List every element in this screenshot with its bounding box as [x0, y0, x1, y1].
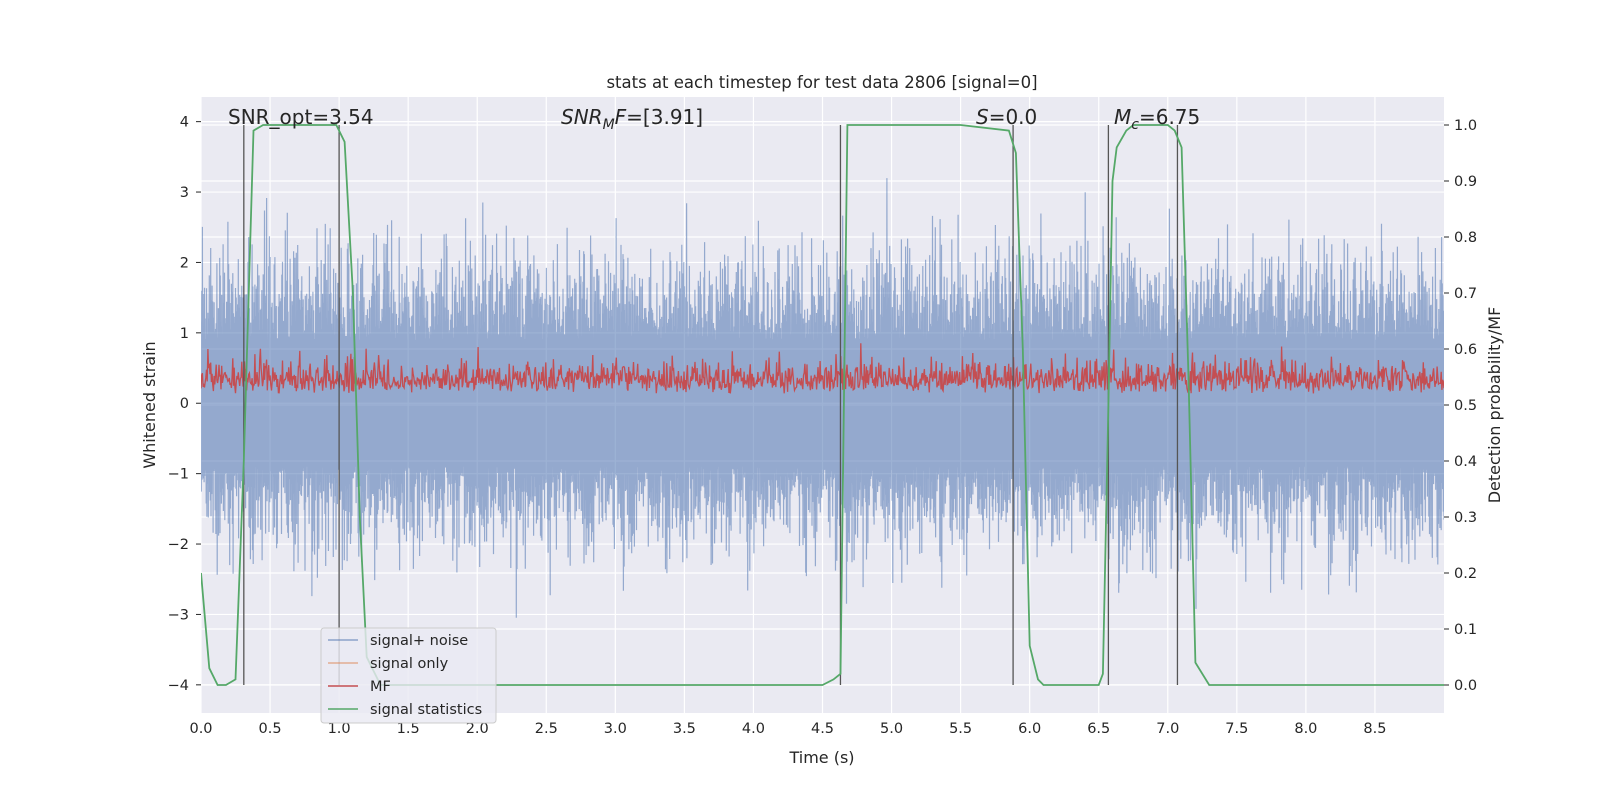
y-tick-label: 2	[180, 255, 189, 271]
x-tick-label: 5.0	[880, 721, 903, 737]
chart-title: stats at each timestep for test data 280…	[606, 73, 1037, 92]
x-tick-label: 4.5	[811, 721, 834, 737]
y2-axis-label: Detection probability/MF	[1485, 307, 1504, 504]
x-tick-label: 3.0	[604, 721, 627, 737]
y2-tick-label: 0.5	[1454, 398, 1477, 414]
y2-tick-label: 1.0	[1454, 118, 1477, 134]
y-tick-label: 3	[180, 185, 189, 201]
plot-area	[201, 124, 1444, 686]
x-tick-label: 7.0	[1156, 721, 1179, 737]
legend-label-signal-noise: signal+ noise	[370, 633, 468, 649]
x-tick-label: 8.0	[1294, 721, 1317, 737]
y2-tick-label: 0.7	[1454, 286, 1477, 302]
y-axis-ticks: −4 −3 −2 −1 0 1 2 3 4	[168, 115, 201, 694]
y2-tick-label: 0.6	[1454, 342, 1477, 358]
x-tick-label: 3.5	[673, 721, 696, 737]
y-tick-label: 1	[180, 326, 189, 342]
x-axis-ticks: 0.0 0.5 1.0 1.5 2.0 2.5 3.0 3.5 4.0 4.5 5.0 5.5 6.0 6…	[189, 721, 1386, 737]
series-mf	[201, 343, 1444, 394]
legend-label-signal-only: signal only	[370, 656, 449, 672]
annotation-s: S=0.0	[976, 105, 1037, 129]
x-tick-label: 5.5	[949, 721, 972, 737]
y-tick-label: −4	[168, 678, 189, 694]
x-tick-label: 6.0	[1018, 721, 1041, 737]
y2-tick-label: 0.3	[1454, 510, 1477, 526]
y-tick-label: 0	[180, 396, 189, 412]
y2-tick-label: 0.0	[1454, 678, 1477, 694]
y-tick-label: −2	[168, 537, 189, 553]
x-tick-label: 7.5	[1225, 721, 1248, 737]
x-tick-label: 0.5	[259, 721, 282, 737]
x-tick-label: 4.0	[742, 721, 765, 737]
y2-tick-label: 0.2	[1454, 566, 1477, 582]
x-tick-label: 1.0	[328, 721, 351, 737]
x-tick-label: 8.5	[1363, 721, 1386, 737]
y-tick-label: 4	[180, 115, 189, 131]
legend-label-mf: MF	[370, 679, 391, 695]
x-tick-label: 6.5	[1087, 721, 1110, 737]
x-tick-label: 1.5	[397, 721, 420, 737]
legend-label-signal-statistics: signal statistics	[370, 702, 482, 718]
y2-tick-label: 0.4	[1454, 454, 1477, 470]
x-tick-label: 0.0	[189, 721, 212, 737]
y2-axis-ticks: 0.0 0.1 0.2 0.3 0.4 0.5 0.6 0.7 0.8 0.9 1.0	[1444, 118, 1477, 694]
signal-noise-line	[201, 178, 1444, 618]
legend: signal+ noise signal only MF signal stat…	[320, 627, 497, 724]
y2-tick-label: 0.9	[1454, 174, 1477, 190]
mf-line	[201, 343, 1444, 394]
x-tick-label: 2.0	[466, 721, 489, 737]
series-signal-noise	[201, 178, 1444, 618]
x-axis-label: Time (s)	[788, 748, 854, 767]
y-tick-label: −3	[168, 607, 189, 623]
x-tick-label: 2.5	[535, 721, 558, 737]
y-axis-label: Whitened strain	[140, 341, 159, 468]
y-tick-label: −1	[168, 467, 189, 483]
y2-tick-label: 0.1	[1454, 622, 1477, 638]
signal-statistics-line	[201, 124, 1444, 686]
annotation-mc: Mc=6.75	[1114, 105, 1200, 133]
legend-box	[320, 627, 497, 724]
annotation-snr-opt: SNR_opt=3.54	[228, 105, 374, 129]
annotation-snr-mf: SNRMF=[3.91]	[561, 105, 703, 133]
series-signal-statistics	[201, 124, 1444, 686]
y2-tick-label: 0.8	[1454, 230, 1477, 246]
